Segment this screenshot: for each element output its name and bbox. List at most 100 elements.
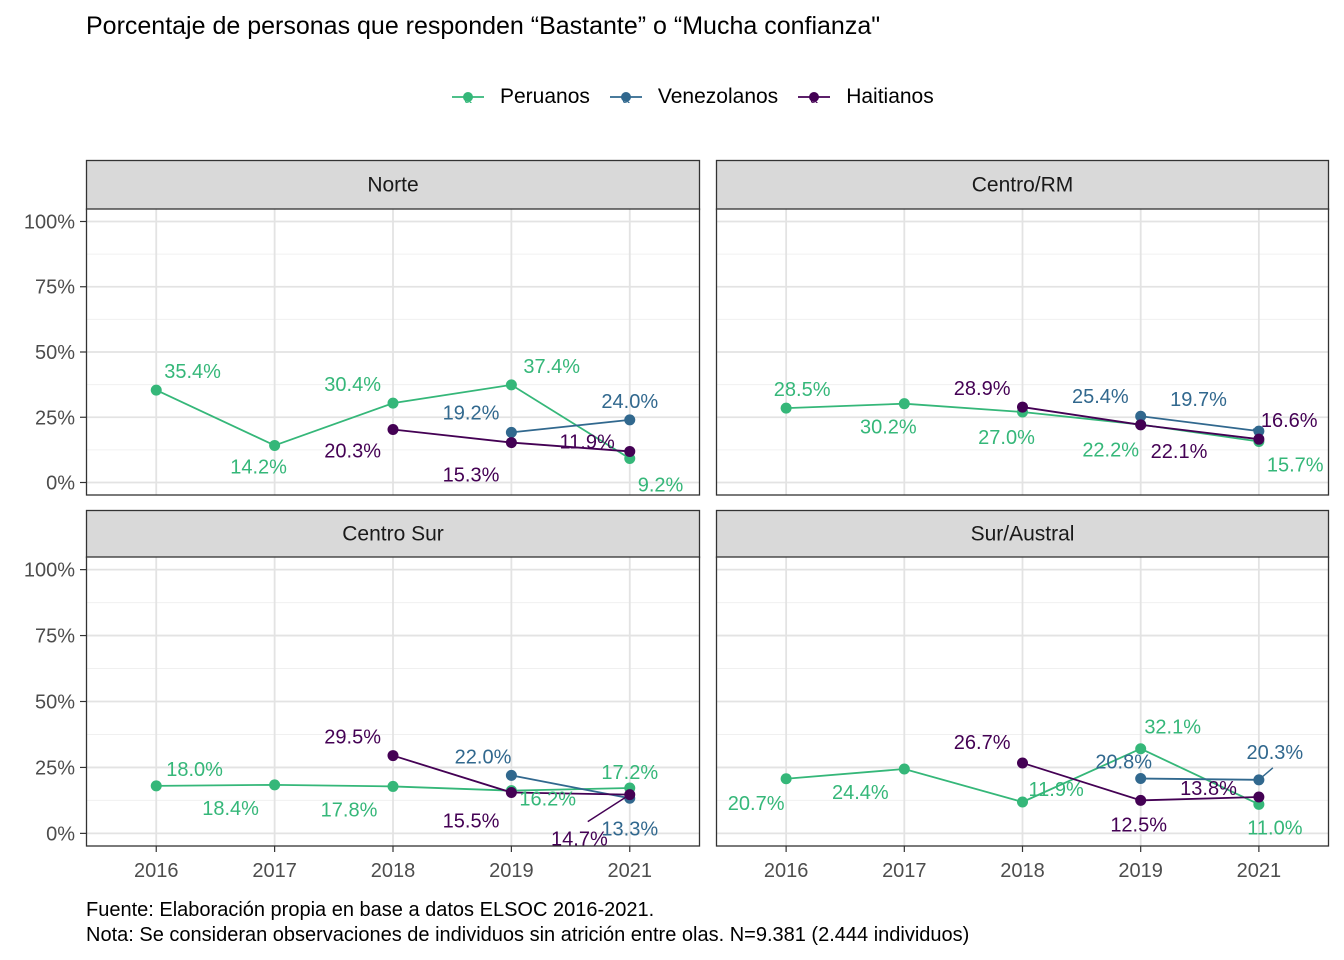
data-label-peruanos-2018: 27.0% xyxy=(978,427,1035,449)
point-peruanos-2018 xyxy=(1017,796,1028,808)
data-label-peruanos-2019: 22.2% xyxy=(1082,440,1139,462)
x-tick-label: 2016 xyxy=(764,860,809,882)
point-peruanos-2017 xyxy=(269,439,281,451)
x-tick-label: 2021 xyxy=(1237,860,1282,882)
point-peruanos-2016 xyxy=(780,773,792,785)
strip-centro-sur xyxy=(85,509,701,559)
point-venezolanos-2019 xyxy=(1135,773,1147,785)
series-line-venezolanos xyxy=(511,418,630,434)
data-label-haitianos-2018: 20.3% xyxy=(324,441,381,463)
data-label-peruanos-2017: 14.2% xyxy=(230,456,287,478)
point-haitianos-2019 xyxy=(505,786,517,798)
y-tick-label: 75% xyxy=(35,277,75,299)
data-label-peruanos-2018: 17.8% xyxy=(321,799,378,821)
point-haitianos-2018 xyxy=(1017,401,1028,413)
point-peruanos-2018 xyxy=(387,397,399,409)
x-tick-label: 2019 xyxy=(1118,860,1163,882)
data-label-haitianos-2021: 14.7% xyxy=(551,829,608,851)
data-label-venezolanos-2019: 20.8% xyxy=(1095,752,1152,774)
data-label-peruanos-2016: 35.4% xyxy=(164,361,221,383)
data-label-peruanos-2021: 15.7% xyxy=(1267,455,1324,477)
point-haitianos-2018 xyxy=(1017,757,1028,769)
data-label-peruanos-2016: 18.0% xyxy=(166,759,223,781)
caption: Fuente: Elaboración propia en base a dat… xyxy=(86,898,969,948)
legend-key-peruanos: a xyxy=(452,91,484,106)
data-label-haitianos-2021: 13.8% xyxy=(1180,778,1237,800)
panel-border xyxy=(85,556,701,847)
point-haitianos-2019 xyxy=(1135,419,1147,431)
strip-label-sur-austral: Sur/Austral xyxy=(971,523,1075,546)
data-label-peruanos-2021: 11.0% xyxy=(1247,817,1302,839)
data-label-venezolanos-2019: 25.4% xyxy=(1072,386,1129,408)
data-label-venezolanos-2021: 24.0% xyxy=(601,391,658,413)
data-label-peruanos-2016: 20.7% xyxy=(728,793,785,815)
x-tick-label: 2021 xyxy=(608,860,653,882)
data-label-venezolanos-2021: 19.7% xyxy=(1170,389,1227,411)
data-label-haitianos-2018: 29.5% xyxy=(324,727,381,749)
x-tick-label: 2016 xyxy=(134,860,179,882)
legend-item-venezolanos: a Venezolanos xyxy=(608,84,778,110)
data-label-peruanos-2018: 30.4% xyxy=(324,374,381,396)
point-venezolanos-2019 xyxy=(505,426,517,438)
data-label-haitianos-2018: 28.9% xyxy=(954,378,1011,400)
label-leader-haitianos xyxy=(587,794,631,823)
data-label-haitianos-2018: 26.7% xyxy=(954,732,1011,754)
point-peruanos-2017 xyxy=(269,779,281,791)
x-tick-label: 2017 xyxy=(882,860,927,882)
svg-text:a: a xyxy=(622,91,630,106)
data-label-haitianos-2021: 16.6% xyxy=(1261,410,1318,432)
data-label-peruanos-2021: 9.2% xyxy=(638,474,684,496)
data-label-haitianos-2019: 12.5% xyxy=(1110,814,1167,836)
legend-key-haitianos: a xyxy=(798,91,831,106)
series-line-venezolanos xyxy=(1140,415,1259,432)
data-label-peruanos-2018: 11.9% xyxy=(1029,779,1084,801)
legend-key-venezolanos: a xyxy=(609,91,642,106)
data-label-venezolanos-2019: 19.2% xyxy=(443,402,500,424)
legend-label-venezolanos: Venezolanos xyxy=(657,85,779,108)
data-label-venezolanos-2019: 22.0% xyxy=(455,746,512,768)
point-haitianos-2021 xyxy=(1253,791,1265,803)
point-haitianos-2018 xyxy=(387,750,399,762)
point-peruanos-2016 xyxy=(780,402,792,414)
point-peruanos-2016 xyxy=(150,384,162,396)
legend-item-haitianos: a Haitianos xyxy=(796,84,934,110)
strip-norte xyxy=(85,159,701,211)
chart-title: Porcentaje de personas que responden “Ba… xyxy=(86,12,881,40)
data-label-peruanos-2017: 30.2% xyxy=(860,417,917,439)
y-tick-label: 100% xyxy=(24,560,75,582)
data-label-haitianos-2019: 15.5% xyxy=(443,810,500,832)
x-tick-label: 2018 xyxy=(1000,860,1045,882)
panel-centro-sur: Centro Sur 0% 25% 50% 75% 100% 2016 2017 2018 201… xyxy=(24,509,701,882)
y-tick-label: 25% xyxy=(35,407,75,429)
point-peruanos-2017 xyxy=(898,763,910,775)
data-label-haitianos-2019: 15.3% xyxy=(443,465,500,487)
data-label-venezolanos-2021: 20.3% xyxy=(1247,742,1304,764)
x-tick-label: 2017 xyxy=(252,860,297,882)
data-label-haitianos-2021: 11.9% xyxy=(560,431,615,453)
x-tick-label: 2019 xyxy=(489,860,534,882)
point-haitianos-2021 xyxy=(624,445,636,457)
data-label-peruanos-2017: 24.4% xyxy=(832,782,889,804)
panel-border xyxy=(715,208,1330,496)
label-leader-venezolanos xyxy=(1258,767,1274,781)
data-label-venezolanos-2021: 13.3% xyxy=(601,818,658,840)
point-peruanos-2019 xyxy=(505,379,517,391)
point-peruanos-2019 xyxy=(1135,743,1147,755)
strip-sur-austral xyxy=(715,509,1330,559)
point-haitianos-2019 xyxy=(505,437,517,449)
point-peruanos-2016 xyxy=(150,780,162,792)
legend-label-peruanos: Peruanos xyxy=(500,85,590,108)
y-tick-label: 75% xyxy=(35,626,75,648)
legend: a Peruanos a Venezolanos a Haitianos xyxy=(450,82,952,112)
data-label-peruanos-2021: 17.2% xyxy=(601,762,658,784)
caption-source: Fuente: Elaboración propia en base a dat… xyxy=(86,899,655,921)
panel-border xyxy=(85,208,701,496)
point-venezolanos-2019 xyxy=(1135,410,1147,422)
y-tick-label: 0% xyxy=(46,823,75,845)
series-line-venezolanos xyxy=(1140,777,1259,781)
panel-norte: Norte 0% 25% 50% 75% 100% 35.4% 14.2% 30.4% 37.4%… xyxy=(24,159,701,496)
point-venezolanos-2019 xyxy=(505,769,517,781)
label-leader-venezolanos xyxy=(1252,428,1260,432)
data-label-peruanos-2017: 18.4% xyxy=(202,798,259,820)
